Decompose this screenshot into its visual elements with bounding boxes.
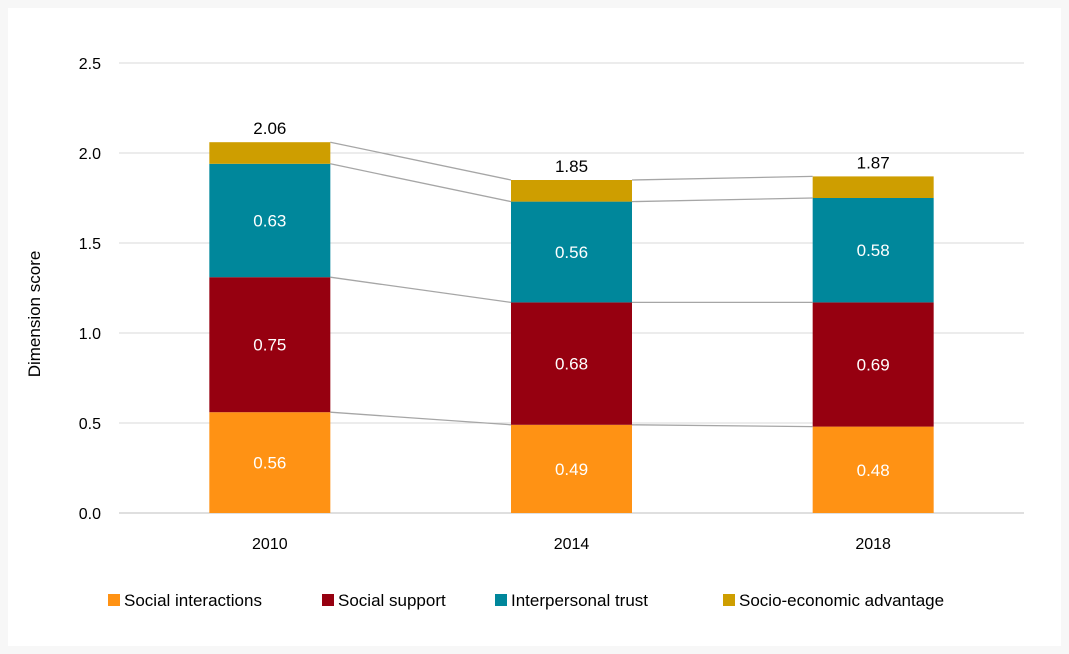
series-line (330, 163, 512, 203)
series-line (330, 276, 512, 304)
y-tick-label: 1.5 (79, 236, 101, 253)
bar-segment (511, 180, 632, 202)
legend-swatch (322, 594, 334, 606)
bar-segment (511, 302, 632, 425)
legend-swatch (108, 594, 120, 606)
bar-value-label: 0.48 (857, 461, 890, 480)
bar-value-label: 0.56 (555, 243, 588, 262)
bar-segment (511, 201, 632, 303)
y-tick-label: 2.0 (79, 146, 101, 163)
bar-segment (812, 426, 934, 513)
series-lines (330, 141, 813, 428)
bar-segment (209, 163, 331, 278)
legend-swatch (723, 594, 735, 606)
y-axis-ticks: 0.0 0.5 1.0 1.5 2.0 2.5 (79, 56, 101, 523)
legend-swatch (495, 594, 507, 606)
bar-value-label: 0.49 (555, 460, 588, 479)
bar-segment (209, 412, 331, 513)
series-line (330, 141, 512, 181)
bar-segment (209, 142, 331, 164)
bar-value-label: 0.68 (555, 355, 588, 374)
series-line (631, 175, 813, 181)
legend-label: Social interactions (124, 591, 262, 610)
bar-segment (209, 277, 331, 413)
legend-label: Social support (338, 591, 446, 610)
bar-segment (511, 424, 632, 513)
bar-value-label: 0.75 (253, 336, 286, 355)
bar-total-label: 1.85 (555, 157, 588, 176)
legend-label: Interpersonal trust (511, 591, 648, 610)
y-tick-label: 0.5 (79, 416, 101, 433)
legend-label: Socio-economic advantage (739, 591, 944, 610)
bar-value-label: 0.56 (253, 454, 286, 473)
bar-segment (812, 198, 934, 303)
y-axis-label: Dimension score (25, 251, 44, 378)
y-tick-label: 0.0 (79, 506, 101, 523)
x-tick-label: 2014 (554, 536, 590, 553)
bar-segment (812, 176, 934, 198)
legend: Social interactions Social support Interpe… (108, 591, 944, 610)
data-labels: 0.56 0.75 0.63 2.06 0.49 0.68 0.56 1.85 0.48 0.69… (253, 119, 889, 480)
y-tick-label: 1.0 (79, 326, 101, 343)
bar-value-label: 0.58 (857, 241, 890, 260)
bar-value-label: 0.69 (857, 356, 890, 375)
bars (209, 142, 934, 513)
bar-segment (812, 302, 934, 427)
x-tick-label: 2018 (855, 536, 891, 553)
x-axis-ticks: 2010 2014 2018 (252, 536, 891, 553)
bar-value-label: 0.63 (253, 212, 286, 231)
bar-total-label: 1.87 (857, 153, 890, 172)
y-tick-label: 2.5 (79, 56, 101, 73)
series-line (330, 411, 512, 426)
series-line (631, 424, 813, 428)
bar-total-label: 2.06 (253, 119, 286, 138)
series-line (631, 197, 813, 203)
x-tick-label: 2010 (252, 536, 288, 553)
